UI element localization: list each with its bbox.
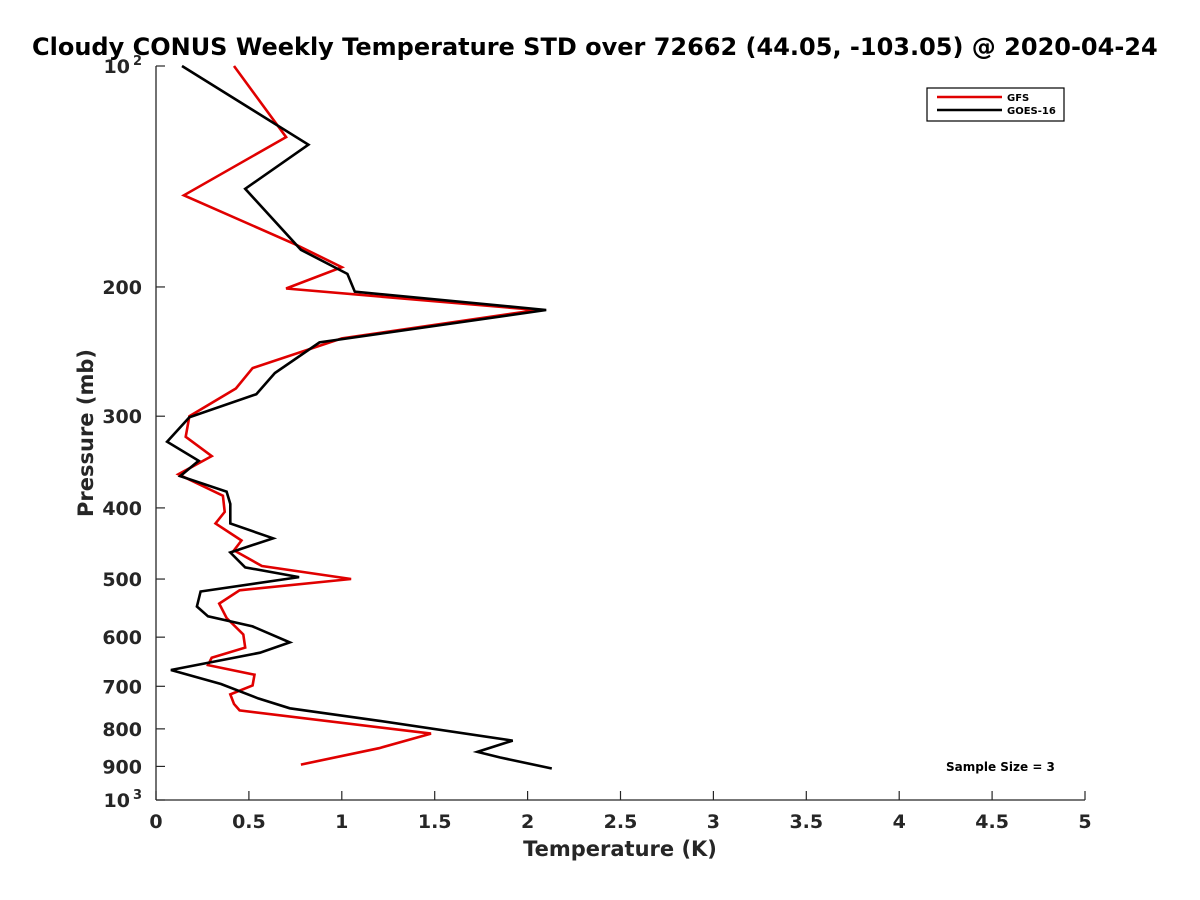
x-tick-label: 5 xyxy=(1078,811,1091,833)
y-axis-label: Pressure (mb) xyxy=(74,349,98,517)
x-axis-label: Temperature (K) xyxy=(523,837,717,861)
y-tick-label: 400 xyxy=(102,498,142,520)
y-tick-label: 500 xyxy=(102,569,142,591)
x-tick-label: 4 xyxy=(893,811,906,833)
y-tick-label: 800 xyxy=(102,719,142,741)
y-tick-exponent: 3 xyxy=(133,788,142,803)
legend: GFS GOES-16 xyxy=(926,87,1065,122)
x-tick-label: 2 xyxy=(521,811,534,833)
x-tick-label: 2.5 xyxy=(604,811,638,833)
series-line-goes-16 xyxy=(165,64,553,770)
series-line-gfs xyxy=(175,65,538,766)
x-tick-label: 0 xyxy=(149,811,162,833)
x-tick-label: 0.5 xyxy=(232,811,266,833)
y-tick-label: 600 xyxy=(102,627,142,649)
plot-area: 0 0.5 1 1.5 2 2.5 3 3.5 4 4.5 510 22003004005006007… xyxy=(102,54,1091,833)
chart-title: Cloudy CONUS Weekly Temperature STD over… xyxy=(32,33,1158,61)
y-tick-label: 700 xyxy=(102,676,142,698)
y-tick-exponent: 2 xyxy=(133,54,142,69)
y-tick-label: 900 xyxy=(102,756,142,778)
x-tick-label: 1.5 xyxy=(418,811,452,833)
legend-box xyxy=(926,87,1065,122)
x-tick-label: 1 xyxy=(335,811,348,833)
y-tick-label: 10 xyxy=(104,790,130,812)
sample-size-annotation: Sample Size = 3 xyxy=(946,760,1055,774)
legend-label-gfs: GFS xyxy=(1007,93,1029,104)
x-tick-label: 3.5 xyxy=(789,811,823,833)
x-tick-label: 4.5 xyxy=(975,811,1009,833)
x-tick-label: 3 xyxy=(707,811,720,833)
y-tick-label: 300 xyxy=(102,406,142,428)
legend-label-goes-16: GOES-16 xyxy=(1007,106,1056,117)
y-tick-label: 200 xyxy=(102,277,142,299)
y-tick-label: 10 xyxy=(104,56,130,78)
